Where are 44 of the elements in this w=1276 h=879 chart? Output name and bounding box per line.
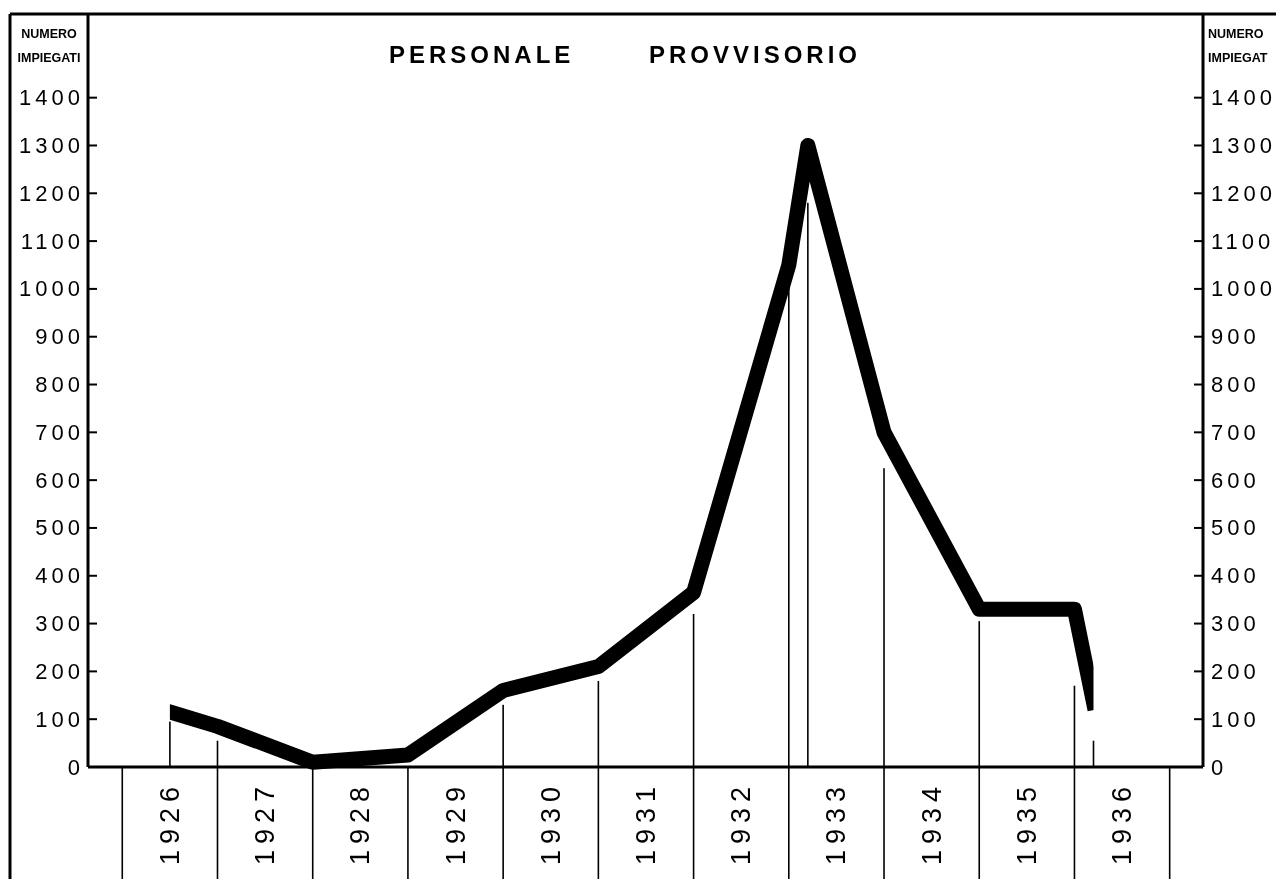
x-tick-label: 1931 — [630, 780, 661, 866]
y2-tick-label: 1300 — [1211, 132, 1276, 158]
y-tick-label: 200 — [35, 658, 84, 684]
y2-tick-label: 1100 — [1211, 228, 1275, 254]
y2-tick-label: 500 — [1211, 515, 1260, 541]
y2-tick-label: 900 — [1211, 324, 1260, 350]
text: PERSONALE PROVVISORIO — [388, 41, 862, 68]
y2-tick-label: 800 — [1211, 372, 1260, 398]
y-tick-label: 300 — [35, 611, 84, 637]
x-tick-label: 1929 — [440, 780, 471, 866]
y2-axis-title: NUMERO IMPIEGAT — [1208, 27, 1268, 65]
y-tick-label: 400 — [35, 563, 84, 589]
y-tick-label: 500 — [35, 515, 84, 541]
y-tick-label: 1400 — [19, 85, 84, 111]
x-tick-label: 1928 — [345, 780, 376, 866]
x-tick-label: 1934 — [916, 780, 947, 866]
y-tick-label: 100 — [35, 706, 84, 732]
y2-tick-label: 600 — [1211, 467, 1260, 493]
y-tick-label: 1000 — [19, 276, 84, 302]
y-tick-label: 800 — [35, 372, 84, 398]
y2-tick-label: 200 — [1211, 658, 1260, 684]
x-tick-label: 1926 — [154, 780, 185, 866]
y2-tick-label: 1000 — [1211, 276, 1276, 302]
y-axis-title: NUMERO IMPIEGATI — [17, 27, 81, 65]
y2-tick-label: 1200 — [1211, 180, 1276, 206]
y-tick-label: 900 — [35, 324, 84, 350]
x-tick-label: 1932 — [726, 780, 757, 866]
y2-tick-label: 700 — [1211, 419, 1260, 445]
y2-tick-label: 300 — [1211, 611, 1260, 637]
x-tick-label: 1927 — [250, 780, 281, 866]
x-tick-label: 1936 — [1107, 780, 1138, 866]
y-tick-label: 1300 — [19, 132, 84, 158]
x-tick-label: 1930 — [535, 780, 566, 866]
y-tick-label: 600 — [35, 467, 84, 493]
x-tick-label: 1935 — [1011, 780, 1042, 866]
y2-tick-label: 100 — [1211, 706, 1260, 732]
y2-tick-label: 400 — [1211, 563, 1260, 589]
y-tick-label: 0 — [67, 754, 84, 780]
y-tick-label: 1100 — [20, 228, 84, 254]
y-tick-label: 1200 — [19, 180, 84, 206]
y2-tick-label: 1400 — [1211, 85, 1276, 111]
x-tick-label: 1933 — [821, 780, 852, 866]
y-tick-label: 700 — [35, 419, 84, 445]
y2-tick-label: 0 — [1211, 754, 1228, 780]
